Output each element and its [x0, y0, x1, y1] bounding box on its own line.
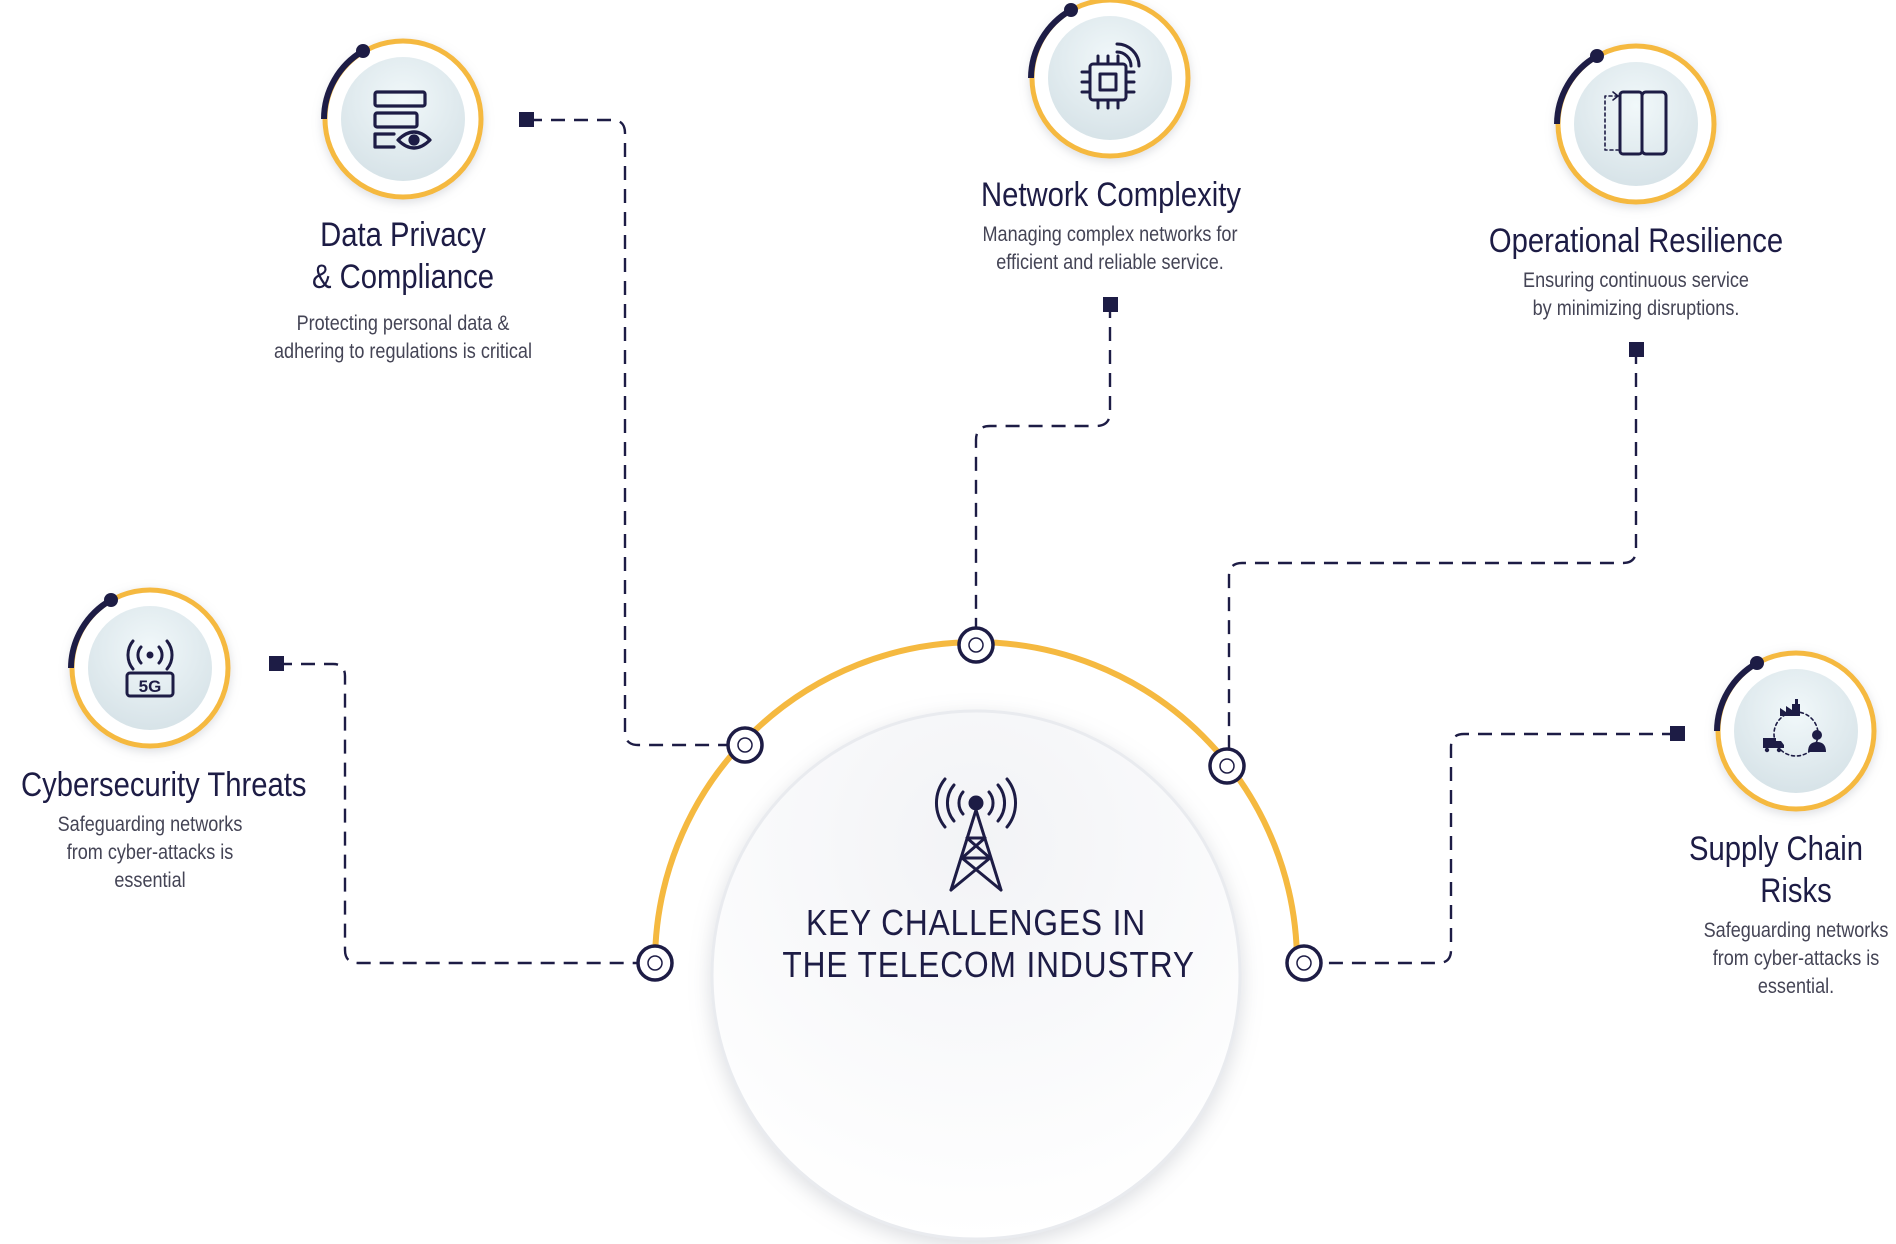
data-privacy-eye-icon [373, 90, 432, 150]
connector-resilience [1227, 350, 1638, 750]
icon-ring-supply [1715, 650, 1877, 812]
supply-chain-cycle-icon [1763, 699, 1826, 757]
center-title-line-1: KEY CHALLENGES IN [805, 902, 1147, 943]
challenge-desc-resilience-2: by minimizing disruptions. [1532, 297, 1740, 320]
challenge-title-network: Network Complexity [981, 176, 1241, 214]
challenge-desc-cyber-3: essential [114, 869, 186, 892]
arc-nodes [636, 626, 1323, 982]
challenge-desc-resilience-1: Ensuring continuous service [1523, 269, 1749, 292]
icon-ring-cyber [69, 587, 231, 749]
center-circle [710, 709, 1242, 1241]
arc-node-cyber [636, 944, 674, 982]
challenge-desc-network-2: efficient and reliable service. [996, 251, 1224, 274]
connector-cyber [278, 662, 640, 965]
challenge-desc-supply-2: from cyber-attacks is [1712, 947, 1880, 970]
layered-devices-icon [1604, 90, 1668, 156]
challenge-title-supply-2: Risks [1760, 872, 1832, 910]
center-title-line-2: THE TELECOM INDUSTRY [782, 944, 1195, 985]
connector-supply [1320, 732, 1676, 965]
challenge-title-cyber: Cybersecurity Threats [21, 766, 307, 804]
connector-privacy [528, 118, 732, 747]
arc-node-network [957, 626, 995, 664]
challenge-desc-supply-1: Safeguarding networks [1703, 919, 1889, 942]
5g-signal-icon [125, 639, 175, 698]
5g-label: 5G [139, 677, 162, 696]
challenge-title-supply-1: Supply Chain [1689, 830, 1863, 868]
challenge-desc-privacy-1: Protecting personal data & [296, 312, 510, 335]
arc-node-supply [1285, 944, 1323, 982]
connector-end-resilience [1629, 342, 1644, 357]
icon-ring-resilience [1555, 43, 1717, 205]
connector-network [974, 304, 1112, 628]
arc-node-resilience [1208, 747, 1246, 785]
icon-ring-privacy [322, 38, 484, 200]
challenge-desc-network-1: Managing complex networks for [982, 223, 1238, 246]
connector-end-privacy [519, 112, 534, 127]
arc-node-privacy [726, 726, 764, 764]
challenge-title-privacy-1: Data Privacy [320, 216, 486, 254]
connector-end-supply [1670, 726, 1685, 741]
challenge-title-resilience: Operational Resilience [1488, 222, 1784, 260]
processor-chip-icon [1080, 42, 1141, 110]
connector-end-cyber [269, 656, 284, 671]
challenge-desc-cyber-1: Safeguarding networks [57, 813, 243, 836]
challenge-desc-supply-3: essential. [1757, 975, 1835, 998]
challenge-desc-cyber-2: from cyber-attacks is [66, 841, 234, 864]
challenge-desc-privacy-2: adhering to regulations is critical [274, 340, 532, 363]
connector-end-network [1103, 297, 1118, 312]
challenge-title-privacy-2: & Compliance [311, 258, 495, 296]
antenna-tower-icon [935, 777, 1017, 892]
